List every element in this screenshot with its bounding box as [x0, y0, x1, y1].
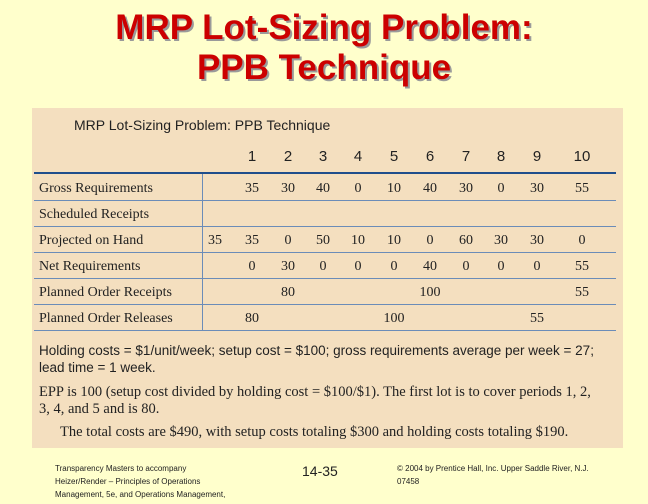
table-cell: 0 [284, 233, 292, 248]
table-cell: 60 [459, 233, 473, 248]
epp-line-2: 3, 4, and 5 and is 80. [39, 401, 160, 417]
table-cell: 35 [245, 233, 259, 248]
period-header: 2 [283, 148, 293, 165]
period-header: 6 [425, 148, 435, 165]
table-cell: 0 [354, 259, 362, 274]
table-cell: 0 [248, 259, 256, 274]
initial-on-hand: 35 [208, 233, 222, 248]
footer-credit: Transparency Masters to accompany Heizer… [55, 462, 255, 504]
period-header: 1 [247, 148, 257, 165]
table-cell: 10 [387, 233, 401, 248]
footer-copyright: © 2004 by Prentice Hall, Inc. Upper Sadd… [397, 462, 627, 488]
table-cell: 30 [530, 181, 544, 196]
row-label: Projected on Hand [39, 233, 144, 248]
table-cell: 0 [497, 259, 505, 274]
table-cell: 0 [390, 259, 398, 274]
table-cell: 10 [387, 181, 401, 196]
table-cell: 40 [423, 259, 437, 274]
epp-explanation: EPP is 100 (setup cost divided by holdin… [39, 384, 619, 418]
table-cell: 100 [383, 311, 405, 326]
table-cell: 30 [530, 233, 544, 248]
slide-title: MRP Lot-Sizing Problem: PPB Technique [0, 8, 648, 88]
table-cell: 30 [459, 181, 473, 196]
row-label: Net Requirements [39, 259, 141, 274]
row-label: Gross Requirements [39, 181, 153, 196]
table-cell: 10 [351, 233, 365, 248]
row-label: Planned Order Releases [39, 311, 173, 326]
row-label: Planned Order Receipts [39, 285, 172, 300]
cost-note: Holding costs = $1/unit/week; setup cost… [39, 342, 619, 376]
slide-title-line-2: PPB Technique [196, 48, 452, 87]
cost-note-line-1: Holding costs = $1/unit/week; setup cost… [39, 343, 594, 358]
footer-credit-line-2: Heizer/Render – Principles of Operations [55, 477, 201, 486]
table-cell: 30 [281, 181, 295, 196]
table-cell: 0 [497, 181, 505, 196]
table-cell: 55 [575, 285, 589, 300]
period-header: 8 [496, 148, 506, 165]
table-cell: 40 [423, 181, 437, 196]
mrp-table-panel: MRP Lot-Sizing Problem: PPB Technique Ho… [32, 108, 623, 448]
table-cell: 55 [575, 181, 589, 196]
table-cell: 30 [494, 233, 508, 248]
epp-line-1: EPP is 100 (setup cost divided by holdin… [39, 384, 591, 400]
table-cell: 55 [575, 259, 589, 274]
table-cell: 0 [533, 259, 541, 274]
period-header: 5 [389, 148, 399, 165]
table-cell: 80 [281, 285, 295, 300]
footer-credit-line-3: Management, 5e, and Operations Managemen… [55, 490, 226, 499]
table-cell: 0 [462, 259, 470, 274]
footer-copyright-line-2: 07458 [397, 477, 420, 486]
slide-title-line-1: MRP Lot-Sizing Problem: [115, 8, 533, 47]
row-label: Scheduled Receipts [39, 207, 150, 222]
period-header: 9 [532, 148, 542, 165]
page-number: 14-35 [302, 463, 338, 479]
table-cell: 0 [319, 259, 327, 274]
period-header: 7 [461, 148, 471, 165]
total-cost-line: The total costs are $490, with setup cos… [60, 424, 569, 440]
period-header: 4 [353, 148, 363, 165]
table-cell: 35 [245, 181, 259, 196]
table-cell: 0 [354, 181, 362, 196]
footer-copyright-line-1: © 2004 by Prentice Hall, Inc. Upper Sadd… [397, 464, 589, 473]
table-cell: 0 [426, 233, 434, 248]
table-cell: 80 [245, 311, 259, 326]
table-cell: 50 [316, 233, 330, 248]
header-rule [34, 172, 616, 174]
table-cell: 0 [578, 233, 586, 248]
cost-note-line-2: lead time = 1 week. [39, 360, 156, 375]
table-cell: 30 [281, 259, 295, 274]
table-cell: 55 [530, 311, 544, 326]
table-bottom-rule [34, 330, 616, 331]
footer-credit-line-1: Transparency Masters to accompany [55, 464, 187, 473]
row-divider [34, 278, 616, 279]
row-divider [34, 226, 616, 227]
period-header: 10 [573, 148, 591, 165]
table-cell: 40 [316, 181, 330, 196]
period-header: 3 [318, 148, 328, 165]
row-divider [34, 252, 616, 253]
row-divider [34, 304, 616, 305]
row-divider [34, 200, 616, 201]
table-cell: 100 [419, 285, 441, 300]
panel-title: MRP Lot-Sizing Problem: PPB Technique [74, 117, 331, 133]
